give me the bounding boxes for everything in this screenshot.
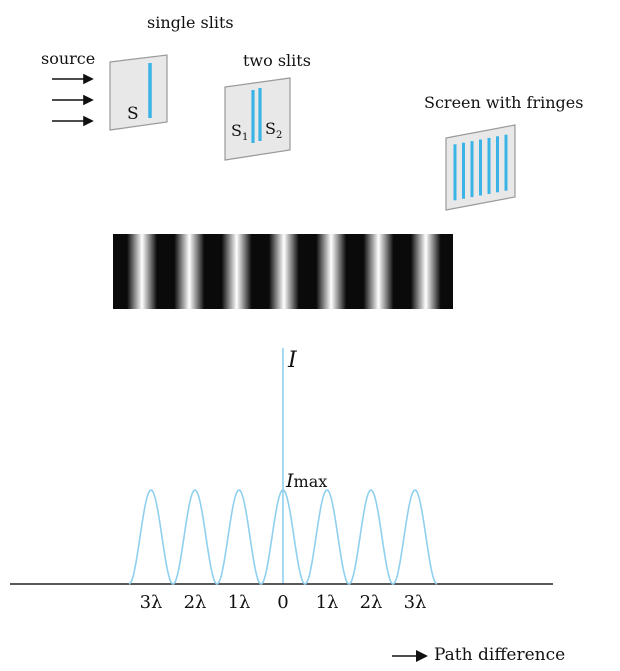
bright-fringe	[221, 234, 252, 309]
bright-fringe	[268, 234, 299, 309]
two-slits-label: two slits	[243, 51, 311, 70]
bright-fringe	[174, 234, 205, 309]
imax-label: Imax	[285, 470, 327, 492]
bright-fringe	[127, 234, 157, 309]
x-tick-label: 2λ	[184, 592, 207, 613]
source-arrows	[52, 73, 94, 127]
screen-fringes	[453, 134, 508, 201]
bright-fringe	[363, 234, 394, 309]
x-tick-label: 0	[277, 592, 288, 613]
x-tick-labels: 3λ 2λ 1λ 0 1λ 2λ 3λ	[140, 592, 427, 613]
two-slits-panel	[224, 77, 291, 161]
s2-label: S2	[265, 119, 282, 141]
x-tick-label: 1λ	[228, 592, 251, 613]
path-difference-label: Path difference	[434, 645, 566, 665]
bright-fringe	[316, 234, 347, 309]
bright-fringes	[127, 234, 441, 309]
x-tick-label: 1λ	[316, 592, 339, 613]
single-slit-panel	[109, 54, 168, 131]
intensity-curve	[128, 489, 438, 585]
bright-fringe	[410, 234, 441, 309]
single-slits-label: single slits	[147, 13, 234, 32]
x-tick-label: 2λ	[360, 592, 383, 613]
slit-s-label: S	[127, 104, 139, 124]
x-tick-label: 3λ	[140, 592, 163, 613]
s1-label: S1	[231, 121, 248, 143]
path-difference-arrow	[392, 650, 428, 662]
source-label: source	[41, 49, 96, 68]
x-tick-label: 3λ	[404, 592, 427, 613]
screen-label: Screen with fringes	[424, 93, 584, 112]
intensity-label: I	[287, 348, 298, 373]
